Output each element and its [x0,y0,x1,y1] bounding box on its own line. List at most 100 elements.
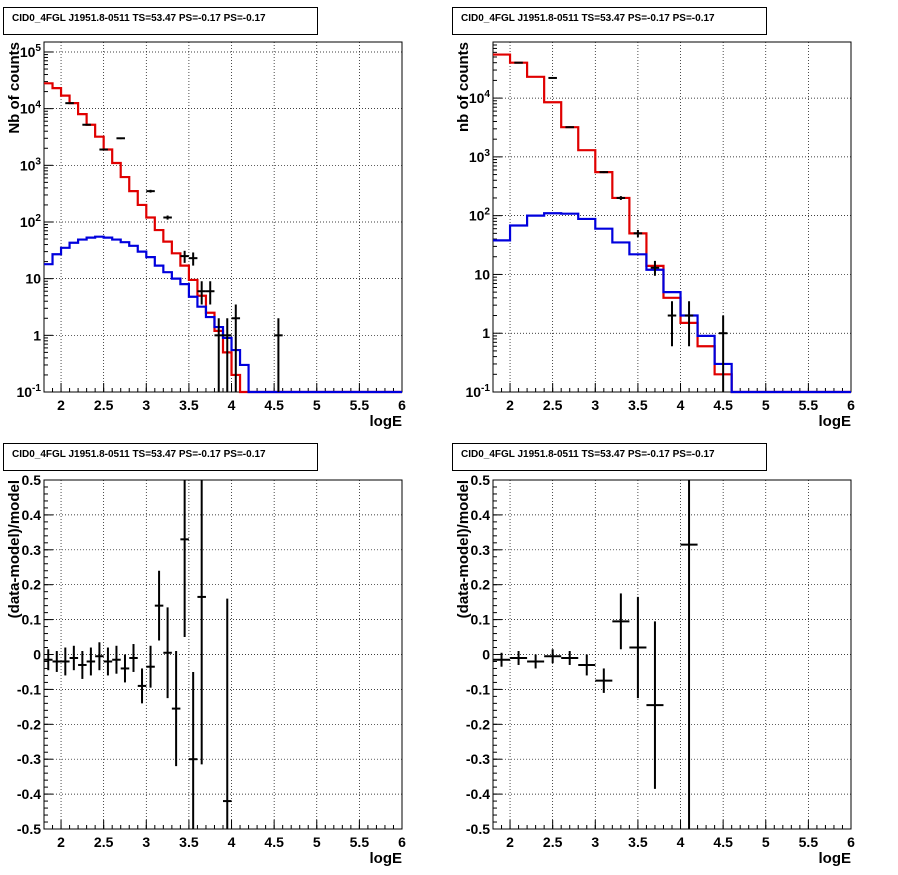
data-point [154,570,164,641]
x-tick-label: 5 [762,834,770,850]
y-tick-label: 0.2 [22,577,42,593]
y-tick-label: 0 [33,647,41,663]
y-tick-label: 0.4 [471,507,491,523]
chart-4-title: CID0_4FGL J1951.8-0511 TS=53.47 PS=-0.17… [452,443,767,471]
y-tick-label: 104 [469,89,491,106]
data-point [120,654,130,683]
plot-frame [492,479,852,830]
data-point [612,593,630,650]
x-tick-label: 4 [228,397,236,413]
x-tick-label: 2 [506,397,514,413]
data-point [578,654,596,676]
y-tick-label: 0.3 [22,542,42,558]
x-tick-label: 5 [313,834,321,850]
y-tick-label: 0.1 [22,612,42,628]
data-point [527,654,545,669]
data-point [646,621,664,789]
chart-1: 2 2.5 3 3.5 4 4.5 5 5.5 6 10-1 1 10 102 103 104 105 logE… [6,41,406,430]
data-point [180,480,189,638]
y-tick-label: 102 [20,213,42,230]
x-tick-label: 3.5 [179,834,199,850]
y-tick-label: 104 [20,100,42,117]
data-point [146,645,155,688]
data-point [214,318,223,392]
y-tick-label: 103 [469,148,491,165]
x-tick-label: 5 [313,397,321,413]
y-tick-label: -0.3 [17,751,41,767]
data-point [667,301,677,347]
x-tick-label: 2 [506,834,514,850]
y-tick-label: 1 [482,325,490,341]
x-axis-title: logE [819,413,852,430]
y-tick-label: 0.2 [471,577,491,593]
data-point [565,126,574,129]
y-tick-label: 0.1 [471,612,491,628]
chart-2: 2 2.5 3 3.5 4 4.5 5 5.5 6 10-1 1 10 102 103 104 logE nb … [455,41,855,430]
data-point [197,480,206,765]
data-point [65,102,74,105]
data-point [129,644,138,672]
data-point [61,647,70,676]
data-point [188,252,198,266]
plot-frame [43,479,403,830]
data-point [163,215,172,220]
data-point [52,651,62,672]
x-tick-label: 3 [142,834,150,850]
x-tick-label: 4.5 [264,834,284,850]
series-2-line [493,212,851,394]
x-axis-title: logE [370,413,403,430]
data-point [82,123,91,126]
data-point [684,301,694,347]
y-tick-label: -0.2 [17,716,41,732]
y-tick-label: 0.5 [22,472,42,488]
x-tick-label: 4.5 [264,397,284,413]
data-point [78,651,87,679]
data-point [231,304,241,392]
data-point [223,598,232,829]
data-point [205,281,215,305]
y-tick-label: 10 [25,271,41,287]
data-point [197,281,206,305]
data-point [616,196,626,200]
x-tick-label: 2 [57,834,65,850]
y-tick-label: 10-1 [465,383,490,400]
y-tick-label: 10 [474,266,490,282]
data-point [510,651,528,665]
chart-3-title: CID0_4FGL J1951.8-0511 TS=53.47 PS=-0.17… [3,443,318,471]
data-point [103,647,113,676]
x-tick-label: 3 [142,397,150,413]
x-tick-label: 5 [762,397,770,413]
x-tick-label: 6 [847,834,855,850]
x-tick-label: 6 [398,834,406,850]
y-tick-label: -0.5 [466,821,490,837]
data-point [680,480,698,829]
y-tick-label: 103 [20,156,42,173]
y-tick-label: -0.3 [466,751,490,767]
data-point [99,148,108,151]
data-point [274,318,283,392]
data-point [548,76,557,79]
chart-4: 2 2.5 3 3.5 4 4.5 5 5.5 6 -0.5 -0.4 -0.3 -0.2 -0.1 0 0.… [455,472,855,867]
x-tick-label: 3.5 [179,397,199,413]
data-point [163,607,172,699]
y-axis-title: nb of counts [455,42,472,132]
y-tick-label: 0.3 [471,542,491,558]
x-tick-label: 5.5 [350,834,370,850]
x-tick-label: 5.5 [350,397,370,413]
data-point [146,189,155,193]
data-point [44,649,53,671]
series-2-line [44,235,402,394]
y-tick-label: -0.2 [466,716,490,732]
data-point [718,315,728,392]
y-tick-label: 105 [20,43,42,60]
data-point [599,171,609,174]
x-tick-label: 3.5 [628,397,648,413]
y-axis-title: (data-model)/model [6,480,23,618]
y-tick-label: 0.5 [471,472,491,488]
y-tick-label: -0.1 [17,681,41,697]
x-tick-label: 4 [677,834,685,850]
y-tick-label: 10-1 [16,383,41,400]
x-tick-label: 4.5 [713,834,733,850]
y-axis-title: (data-model)/model [455,480,472,618]
data-point [633,230,643,238]
